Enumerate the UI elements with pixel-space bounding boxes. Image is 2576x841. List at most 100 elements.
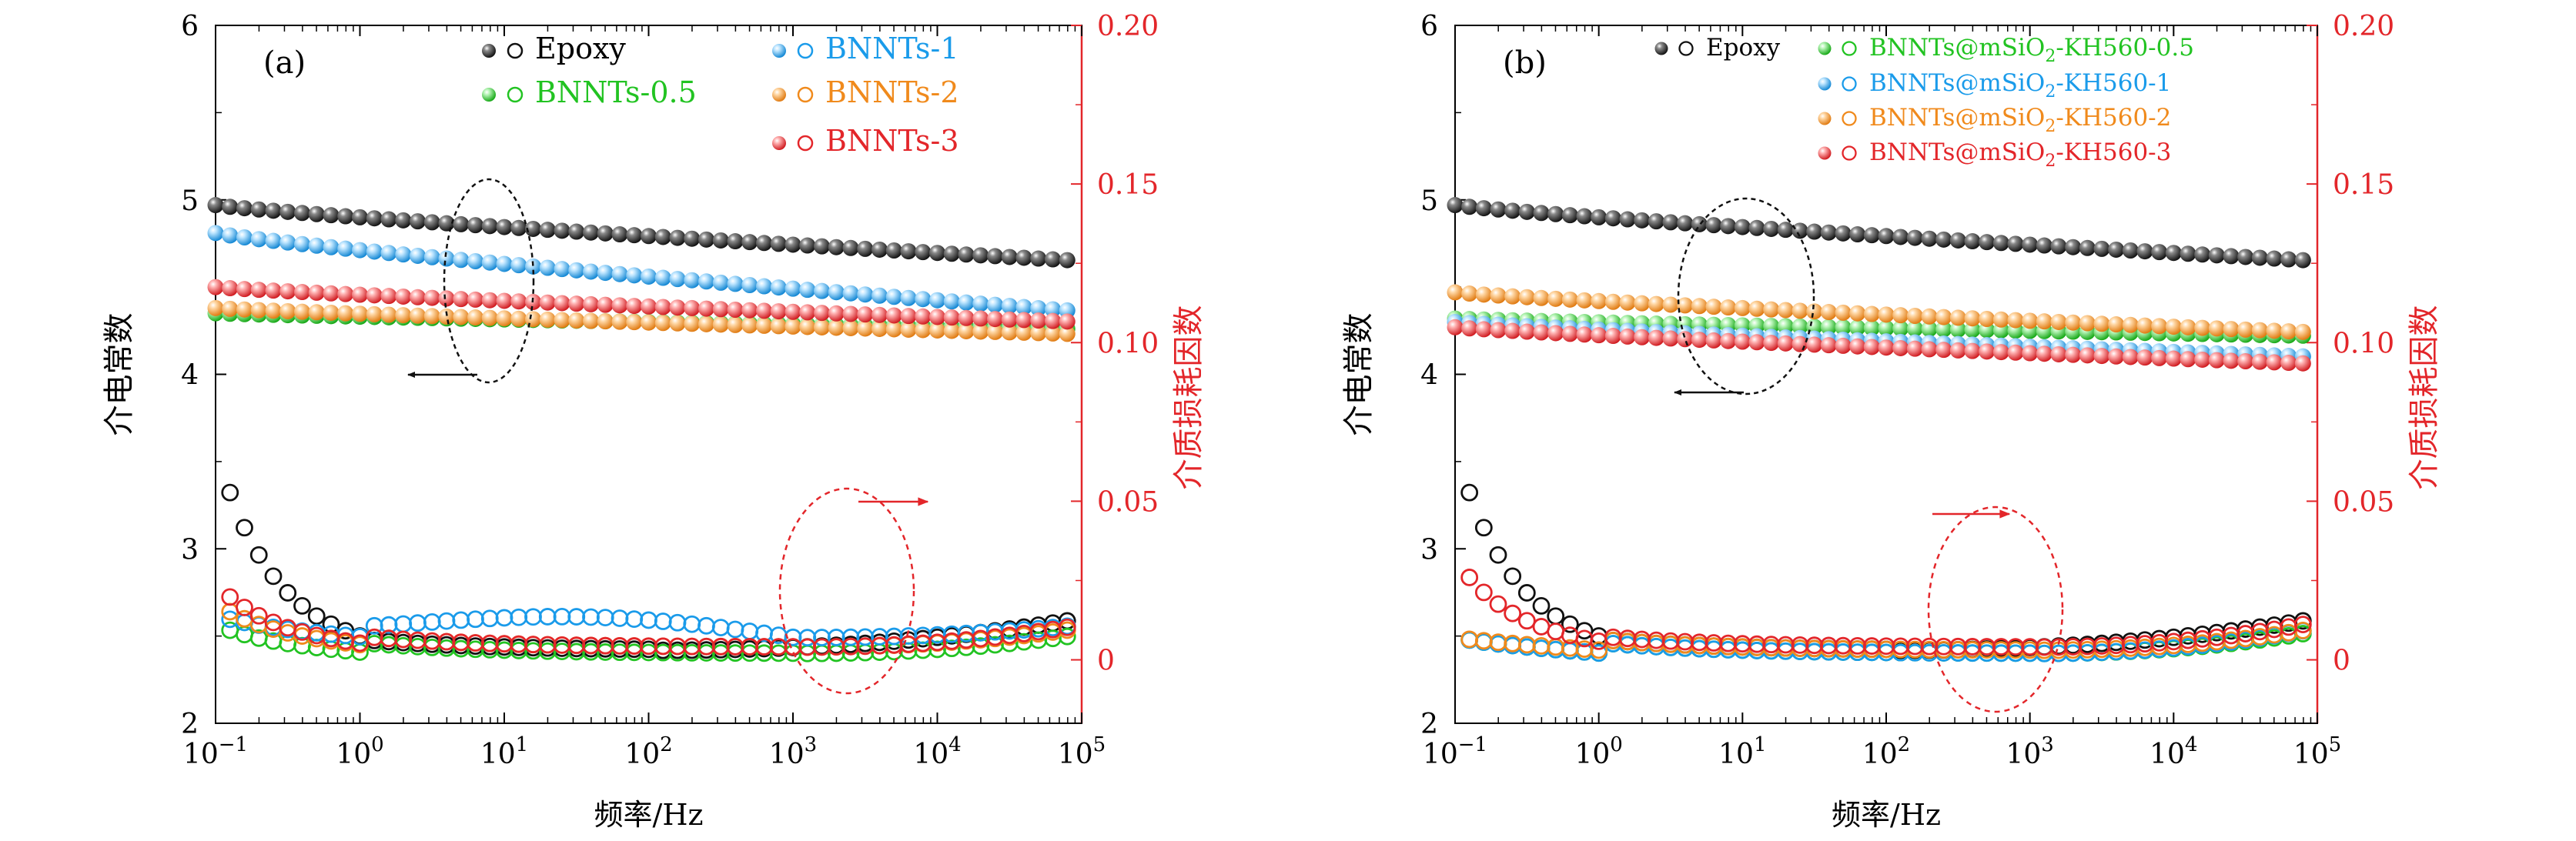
permittivity-point [1677,215,1694,232]
loss-point [726,620,744,639]
permittivity-point [453,309,470,325]
permittivity-point [727,233,744,250]
permittivity-point [1547,290,1564,307]
permittivity-point [1648,213,1664,230]
loss-point [1058,618,1076,636]
permittivity-point [799,282,816,299]
permittivity-point [279,302,296,319]
permittivity-point [380,306,397,323]
permittivity-point [1835,225,1852,242]
x-tick-label: 101 [1718,733,1766,770]
permittivity-point [654,299,671,315]
permittivity-point [250,231,267,248]
permittivity-point [308,205,325,222]
permittivity-point [871,320,888,337]
permittivity-point [1490,201,1507,218]
x-tick-base: 10 [624,739,660,770]
permittivity-point [2165,350,2182,367]
permittivity-point [366,210,383,227]
loss-point [1532,596,1551,615]
permittivity-point [929,322,945,339]
permittivity-point [785,280,801,297]
permittivity-point [1849,338,1866,355]
left-axis-ellipse [1677,197,1815,395]
permittivity-point [1921,321,1938,338]
permittivity-point [684,272,701,289]
permittivity-point [1849,319,1866,336]
x-tick-exponent: 5 [1093,733,1106,756]
permittivity-point [250,282,267,299]
permittivity-point [842,239,859,256]
permittivity-point [453,291,470,308]
permittivity-point [1561,325,1578,342]
permittivity-point [1949,309,1966,326]
permittivity-point [1906,229,1923,246]
permittivity-point [438,290,455,307]
loss-point [611,609,629,627]
permittivity-point [1490,287,1507,304]
loss-point [279,584,297,602]
permittivity-point [323,285,340,302]
legend-label: BNNTs-2 [825,75,959,109]
x-axis-label: 频率/Hz [594,798,704,832]
permittivity-point [222,199,239,215]
loss-point [307,607,326,626]
permittivity-point [496,219,513,235]
x-tick-label: 102 [1862,733,1910,770]
permittivity-point [1806,303,1823,320]
left-axis-ellipse [443,178,535,384]
legend: Epoxy BNNTs@mSiO2-KH560-0.5BNNTs@mSiO2-KH… [1654,34,2194,171]
permittivity-point [987,311,1003,328]
y-right-tick-label: 0 [2333,646,2350,677]
permittivity-point [1591,327,1607,344]
permittivity-point [2050,313,2067,330]
legend-label-suffix: -KH560-1 [2056,69,2171,97]
permittivity-point [467,253,483,270]
permittivity-point [410,307,426,324]
permittivity-point [2022,312,2039,329]
permittivity-point [943,245,960,262]
permittivity-point [1461,320,1478,337]
legend-label-main: BNNTs@mSiO [1869,138,2045,166]
permittivity-point [611,313,628,330]
permittivity-point [279,283,296,300]
permittivity-point [2165,319,2182,335]
permittivity-point [525,220,541,237]
permittivity-point [510,293,527,310]
permittivity-point [972,310,989,327]
permittivity-point [857,306,874,323]
permittivity-point [1748,219,1765,236]
permittivity-point [410,247,426,264]
loss-point [1474,583,1493,602]
permittivity-point [2208,352,2225,369]
permittivity-point [828,284,845,301]
permittivity-point [236,229,253,245]
permittivity-point [1634,212,1651,229]
permittivity-point [496,310,513,327]
permittivity-point [2280,355,2297,372]
permittivity-point [1561,207,1578,224]
permittivity-point [698,300,714,317]
legend-label: BNNTs@mSiO2-KH560-1 [1869,69,2171,102]
y-left-tick-label: 3 [181,534,199,566]
permittivity-point [799,319,816,335]
y-left-axis-label: 介电常数 [102,313,137,436]
permittivity-point [2136,349,2153,366]
x-tick-label: 10−1 [183,733,248,770]
permittivity-point [323,207,340,224]
permittivity-point [871,287,888,304]
loss-point [423,612,441,631]
permittivity-point [337,305,354,322]
x-tick-base: 10 [913,739,948,770]
permittivity-point [2237,249,2254,265]
permittivity-point [554,261,570,278]
permittivity-point [857,286,874,303]
permittivity-point [929,245,945,262]
permittivity-point [1949,232,1966,249]
permittivity-point [1820,224,1837,241]
permittivity-point [597,265,614,282]
permittivity-point [1604,210,1621,227]
permittivity-point [1001,311,1018,328]
permittivity-point [1921,230,1938,247]
y-right-tick-label: 0.20 [1097,11,1159,42]
